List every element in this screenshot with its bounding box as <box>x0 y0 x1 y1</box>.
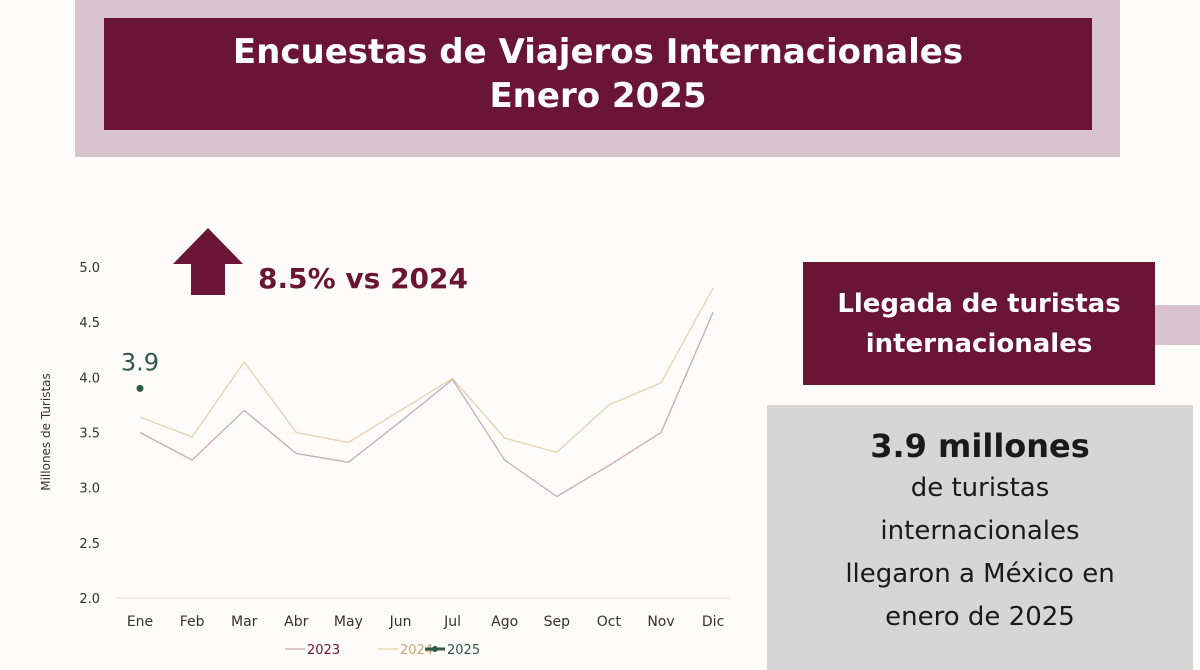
x-tick-label: Jul <box>443 614 461 630</box>
y-tick-label: 3.5 <box>79 427 100 442</box>
x-tick-label: Mar <box>231 614 258 630</box>
side-title: Llegada de turistas internacionales <box>803 262 1155 385</box>
summary-line: de turistas <box>910 473 1050 503</box>
summary-line: llegaron a México en <box>845 559 1115 589</box>
x-tick-label: Sep <box>544 614 571 630</box>
y-tick-label: 2.0 <box>79 592 100 607</box>
title-line-2: Enero 2025 <box>489 76 707 116</box>
summary-value: 3.9 millones <box>870 427 1090 465</box>
summary-line: enero de 2025 <box>885 602 1075 632</box>
x-tick-label: May <box>334 614 363 630</box>
line-chart: 5.0 4.5 4.0 3.5 3.0 2.5 2.0 Ene Feb Mar Abr May Jun J… <box>39 261 730 658</box>
side-title-line-2: internacionales <box>865 328 1093 359</box>
data-label: 3.9 <box>121 348 159 376</box>
growth-label: 8.5% vs 2024 <box>258 262 468 295</box>
y-tick-label: 2.5 <box>79 537 100 552</box>
arrow-up-icon <box>173 228 243 295</box>
legend-label-2023: 2023 <box>307 643 340 658</box>
side-strip <box>1155 305 1200 345</box>
page-title: Encuestas de Viajeros Internacionales En… <box>104 18 1092 130</box>
side-title-line-1: Llegada de turistas <box>837 288 1121 319</box>
legend-label-2024: 2024 <box>400 643 433 658</box>
x-tick-label: Dic <box>702 614 724 630</box>
x-tick-label: Feb <box>180 614 205 630</box>
title-line-1: Encuestas de Viajeros Internacionales <box>232 32 964 72</box>
y-tick-label: 3.0 <box>79 482 100 497</box>
x-tick-label: Ene <box>127 614 153 630</box>
x-tick-label: Abr <box>284 614 308 630</box>
x-tick-label: Ago <box>491 614 518 630</box>
x-tick-label: Oct <box>597 614 622 630</box>
data-point-2025 <box>136 384 144 392</box>
summary-box: 3.9 millones de turistas internacionales… <box>767 405 1193 670</box>
summary-text: de turistas internacionales llegaron a M… <box>767 467 1193 639</box>
y-tick-label: 4.0 <box>79 371 100 386</box>
series-line-2024 <box>139 287 714 454</box>
legend-label-2025: 2025 <box>447 643 480 658</box>
y-axis-label: Millones de Turistas <box>39 373 53 491</box>
series-line-2023 <box>139 311 714 498</box>
x-tick-label: Jun <box>389 614 412 630</box>
x-tick-label: Nov <box>647 614 674 630</box>
legend-marker <box>432 646 438 652</box>
summary-line: internacionales <box>880 516 1080 546</box>
y-tick-label: 5.0 <box>79 261 100 276</box>
y-tick-label: 4.5 <box>79 316 100 331</box>
